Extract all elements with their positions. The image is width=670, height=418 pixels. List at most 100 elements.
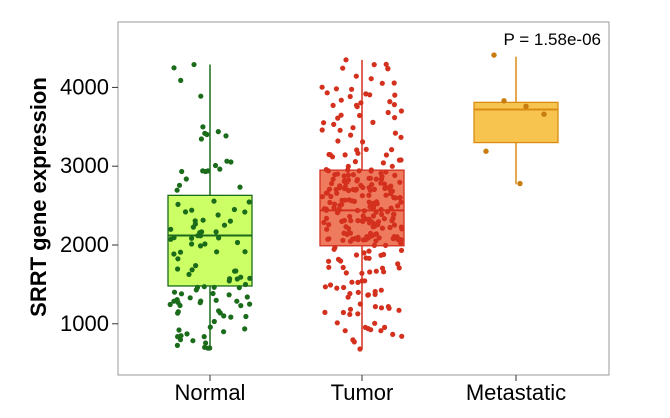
normal-data-point — [177, 249, 184, 255]
x-axis: Normal Tumor Metastatic — [175, 375, 566, 405]
tumor-data-point — [398, 108, 404, 114]
tumor-data-point — [333, 86, 339, 92]
normal-data-point — [171, 65, 177, 71]
tumor-data-point — [368, 76, 374, 82]
normal-data-point — [183, 176, 189, 182]
tumor-data-point — [339, 202, 345, 208]
normal-data-point — [175, 266, 181, 272]
normal-data-point — [227, 276, 233, 282]
tumor-data-point — [378, 170, 384, 176]
tumor-data-point — [383, 169, 389, 175]
normal-data-point — [247, 301, 253, 307]
normal-data-point — [179, 168, 185, 175]
x-tick-label: Normal — [175, 380, 246, 405]
tumor-data-point — [357, 112, 363, 119]
metastatic-data-point — [523, 103, 529, 110]
tumor-data-point — [378, 305, 385, 311]
normal-data-point — [198, 93, 204, 99]
tumor-data-point — [319, 84, 325, 90]
tumor-data-point — [383, 242, 389, 248]
normal-data-point — [193, 263, 199, 269]
tumor-data-point — [396, 307, 402, 313]
tumor-data-point — [397, 195, 403, 201]
normal-data-point — [197, 300, 203, 306]
normal-data-point — [246, 199, 252, 205]
tumor-data-point — [332, 201, 338, 207]
normal-data-point — [238, 274, 244, 280]
tumor-data-point — [331, 121, 337, 127]
tumor-data-point — [324, 226, 330, 232]
tumor-data-point — [351, 339, 357, 345]
normal-data-point — [175, 310, 181, 316]
tumor-data-point — [353, 73, 359, 79]
tumor-data-point — [383, 61, 389, 67]
tumor-data-point — [392, 172, 398, 178]
tumor-data-point — [398, 199, 404, 205]
tumor-data-point — [358, 100, 364, 106]
tumor-data-point — [335, 138, 341, 144]
tumor-data-point — [342, 186, 348, 192]
tumor-data-point — [378, 287, 384, 293]
tumor-data-point — [343, 270, 349, 276]
tumor-data-point — [327, 152, 333, 158]
tumor-data-point — [346, 187, 352, 194]
tumor-data-point — [319, 194, 325, 200]
tumor-data-point — [341, 173, 347, 179]
normal-data-point — [226, 292, 232, 298]
tumor-data-point — [342, 328, 348, 334]
tumor-data-point — [374, 199, 380, 205]
y-tick-label: 4000 — [60, 74, 109, 99]
tumor-data-point — [343, 57, 349, 63]
normal-data-point — [198, 136, 204, 142]
normal-data-point — [184, 331, 190, 337]
normal-data-point — [217, 310, 223, 316]
tumor-data-point — [340, 237, 346, 243]
tumor-data-point — [368, 327, 374, 333]
normal-data-point — [190, 224, 196, 230]
normal-data-point — [224, 158, 230, 164]
tumor-data-point — [385, 109, 391, 116]
tumor-data-point — [398, 247, 405, 253]
normal-data-point — [227, 218, 233, 224]
tumor-data-point — [389, 218, 395, 224]
tumor-data-point — [327, 282, 334, 288]
tumor-data-point — [362, 324, 368, 330]
tumor-data-point — [372, 231, 379, 237]
normal-data-point — [234, 298, 240, 304]
tumor-data-point — [372, 288, 378, 295]
p-value-annotation: P = 1.58e-06 — [503, 30, 601, 49]
normal-data-point — [236, 285, 242, 291]
tumor-data-point — [347, 306, 354, 312]
y-tick-label: 2000 — [60, 232, 109, 257]
tumor-data-point — [368, 167, 374, 173]
tumor-data-point — [340, 309, 346, 316]
metastatic-data-point — [517, 180, 523, 187]
tumor-data-point — [363, 216, 369, 222]
normal-data-point — [197, 230, 203, 236]
tumor-data-point — [340, 65, 346, 71]
normal-data-point — [213, 229, 219, 235]
normal-data-point — [186, 271, 192, 277]
tumor-data-point — [375, 222, 381, 228]
tumor-data-point — [359, 278, 365, 284]
tumor-data-point — [355, 237, 361, 243]
tumor-data-point — [326, 258, 332, 264]
tumor-data-point — [345, 294, 351, 300]
tumor-data-point — [392, 92, 398, 98]
tumor-data-point — [378, 180, 384, 186]
tumor-data-point — [399, 333, 405, 339]
normal-data-point — [237, 184, 243, 190]
tumor-data-point — [382, 324, 388, 330]
tumor-data-point — [391, 211, 397, 217]
tumor-data-point — [387, 224, 393, 231]
normal-data-point — [178, 291, 185, 297]
normal-data-point — [197, 243, 204, 249]
normal-data-point — [231, 206, 237, 213]
tumor-data-point — [366, 192, 372, 198]
tumor-data-point — [335, 256, 342, 262]
normal-box — [167, 194, 253, 287]
tumor-data-point — [365, 292, 371, 298]
normal-data-point — [202, 241, 208, 247]
tumor-data-point — [348, 218, 354, 224]
tumor-data-point — [341, 284, 347, 291]
